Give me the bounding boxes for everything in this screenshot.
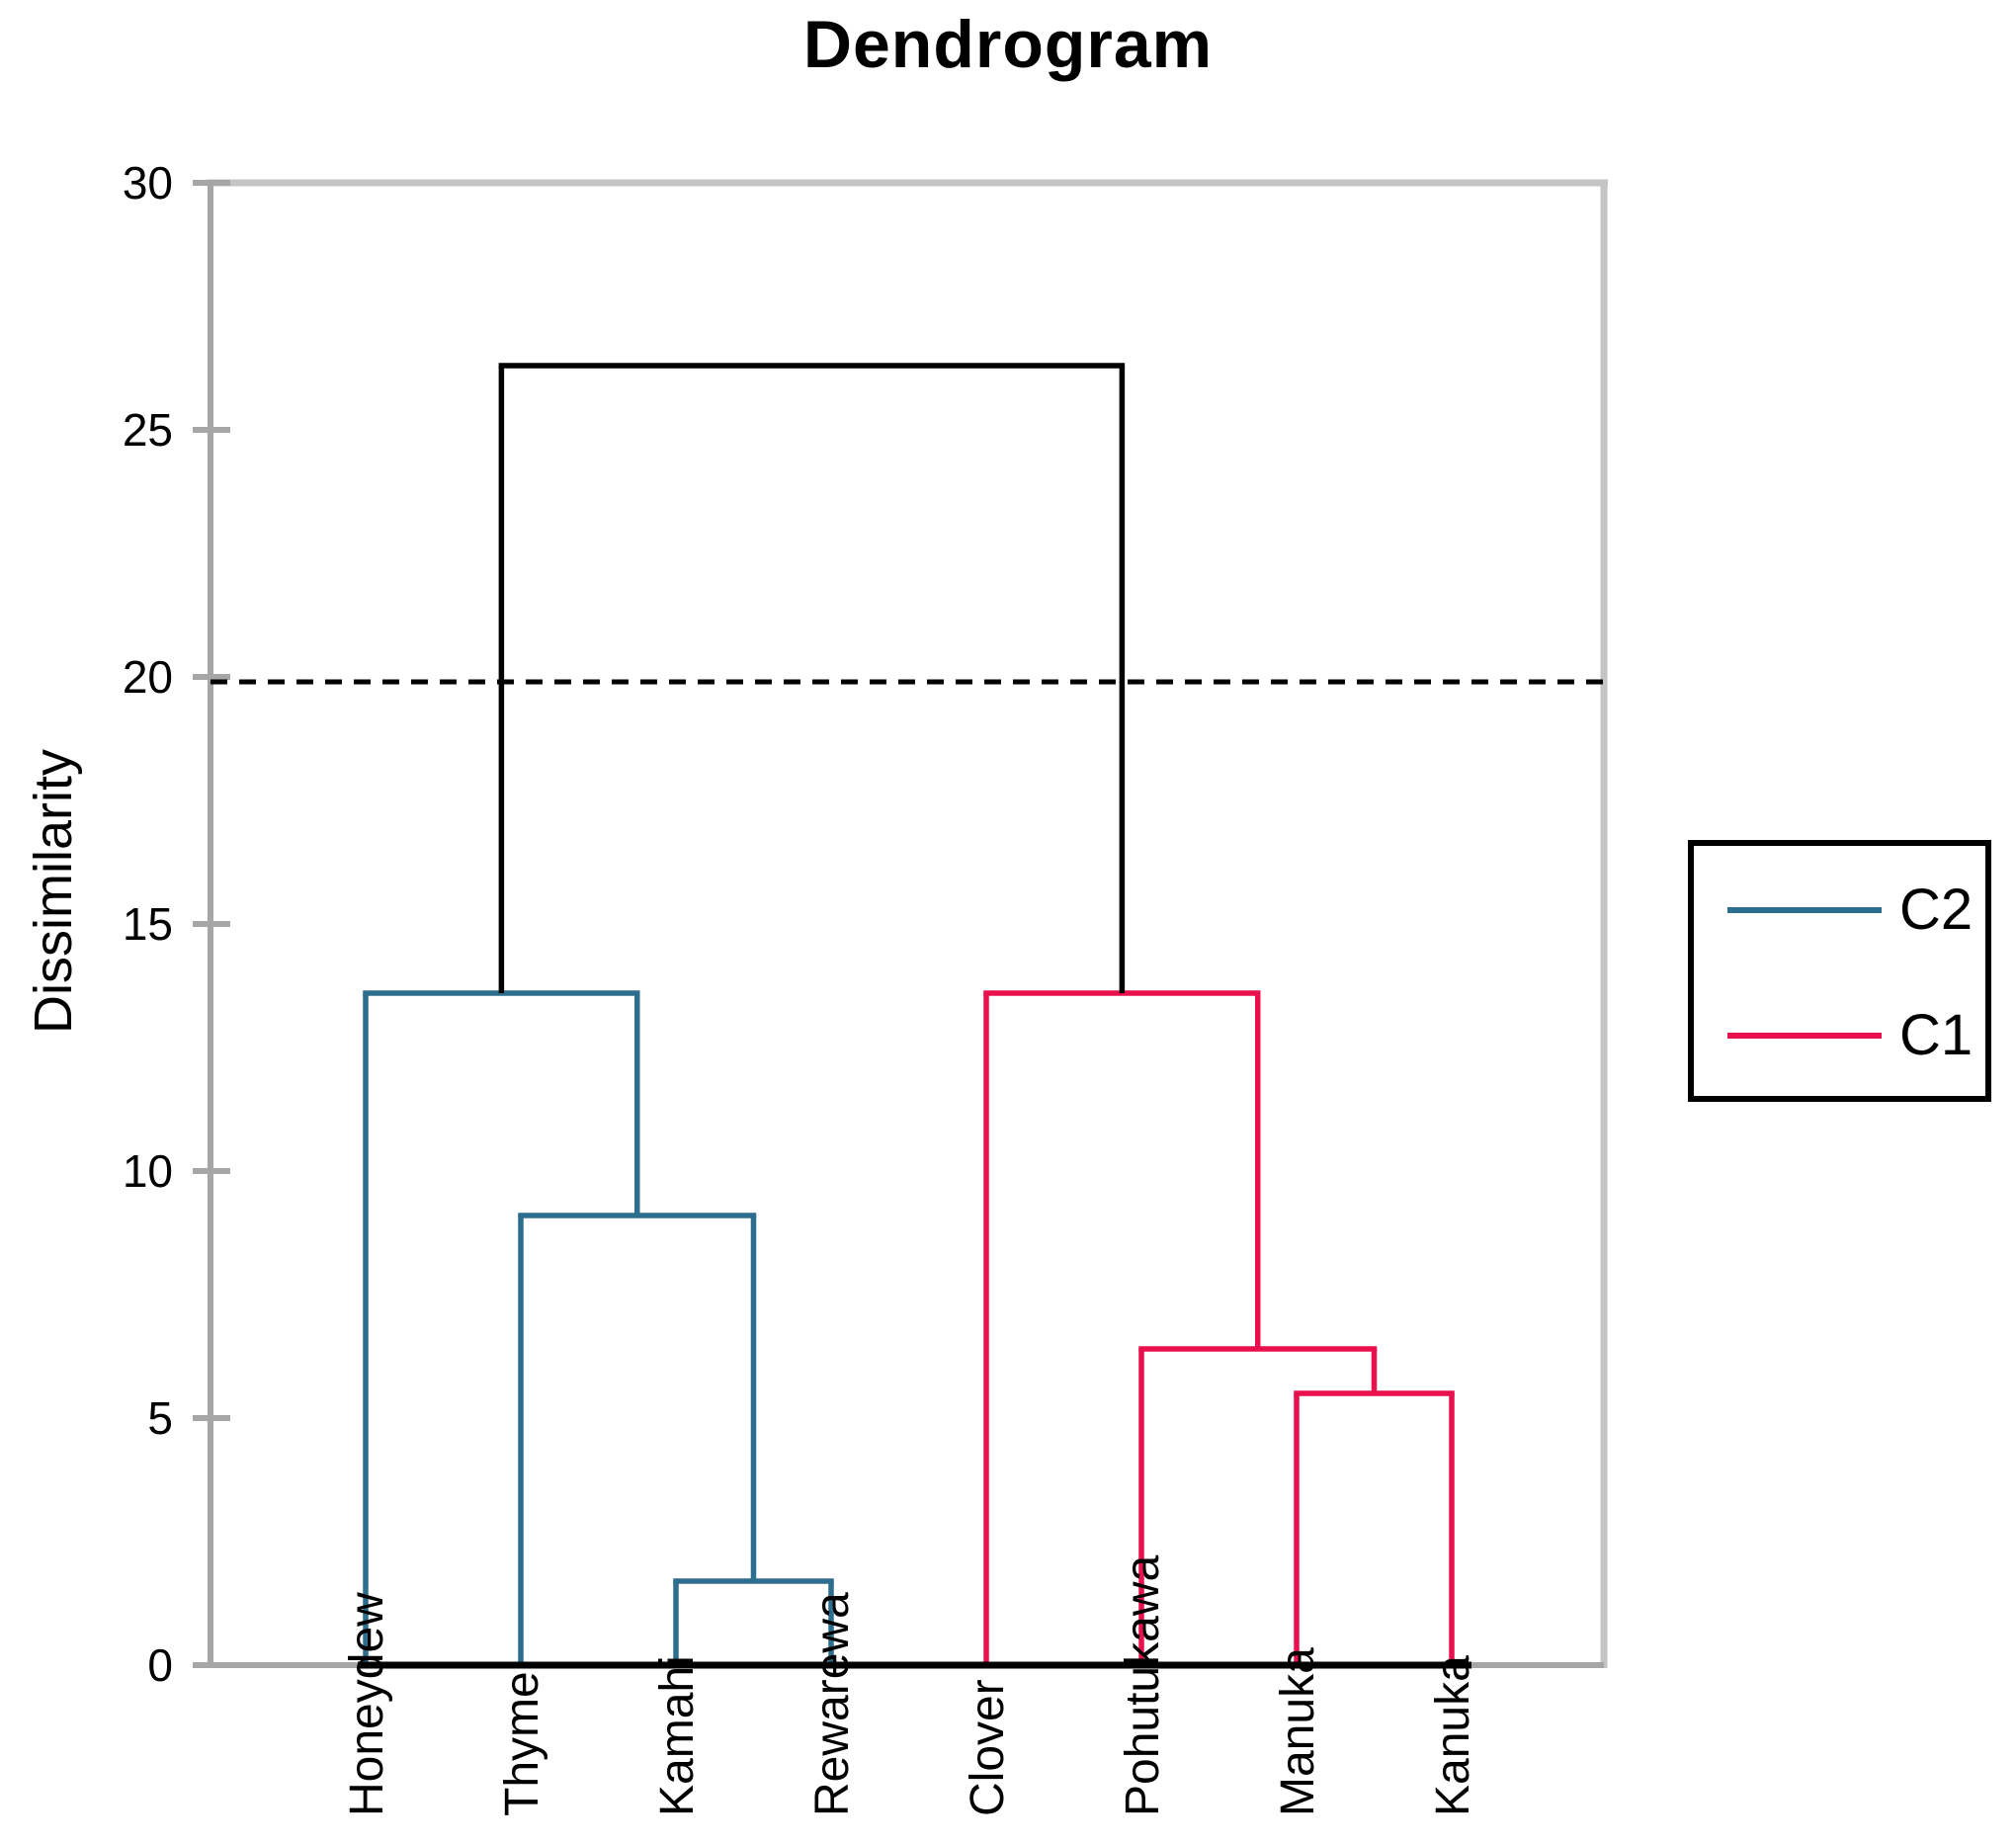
y-tick-label: 20: [122, 651, 173, 703]
x-axis-label: Honeydew: [341, 1592, 393, 1816]
x-axis-label: Manuka: [1272, 1647, 1324, 1816]
chart-title: Dendrogram: [802, 7, 1214, 82]
legend-label-c2: C2: [1899, 878, 1974, 942]
y-tick-label: 15: [122, 898, 173, 950]
y-tick-label: 30: [122, 157, 173, 209]
y-tick-label: 0: [147, 1639, 173, 1691]
legend-line-c2: [1727, 907, 1882, 913]
legend-label-c1: C1: [1899, 1003, 1974, 1067]
legend-entry-c2: C2: [1694, 876, 1985, 945]
y-tick-label: 10: [122, 1145, 173, 1197]
x-axis-label: Pohutukawa: [1117, 1555, 1169, 1816]
x-axis-label: Clover: [962, 1679, 1014, 1816]
x-axis-label: Rewarewa: [806, 1592, 859, 1816]
legend-entry-c1: C1: [1694, 1001, 1985, 1070]
legend-line-c1: [1727, 1033, 1882, 1039]
x-axis-label: Kanuka: [1427, 1655, 1479, 1816]
y-tick-label: 5: [147, 1392, 173, 1444]
y-tick-label: 25: [122, 404, 173, 456]
x-axis-label: Kamahi: [651, 1655, 704, 1816]
x-axis-label: Thyme: [496, 1671, 548, 1816]
legend-box: C2 C1: [1688, 840, 1991, 1102]
